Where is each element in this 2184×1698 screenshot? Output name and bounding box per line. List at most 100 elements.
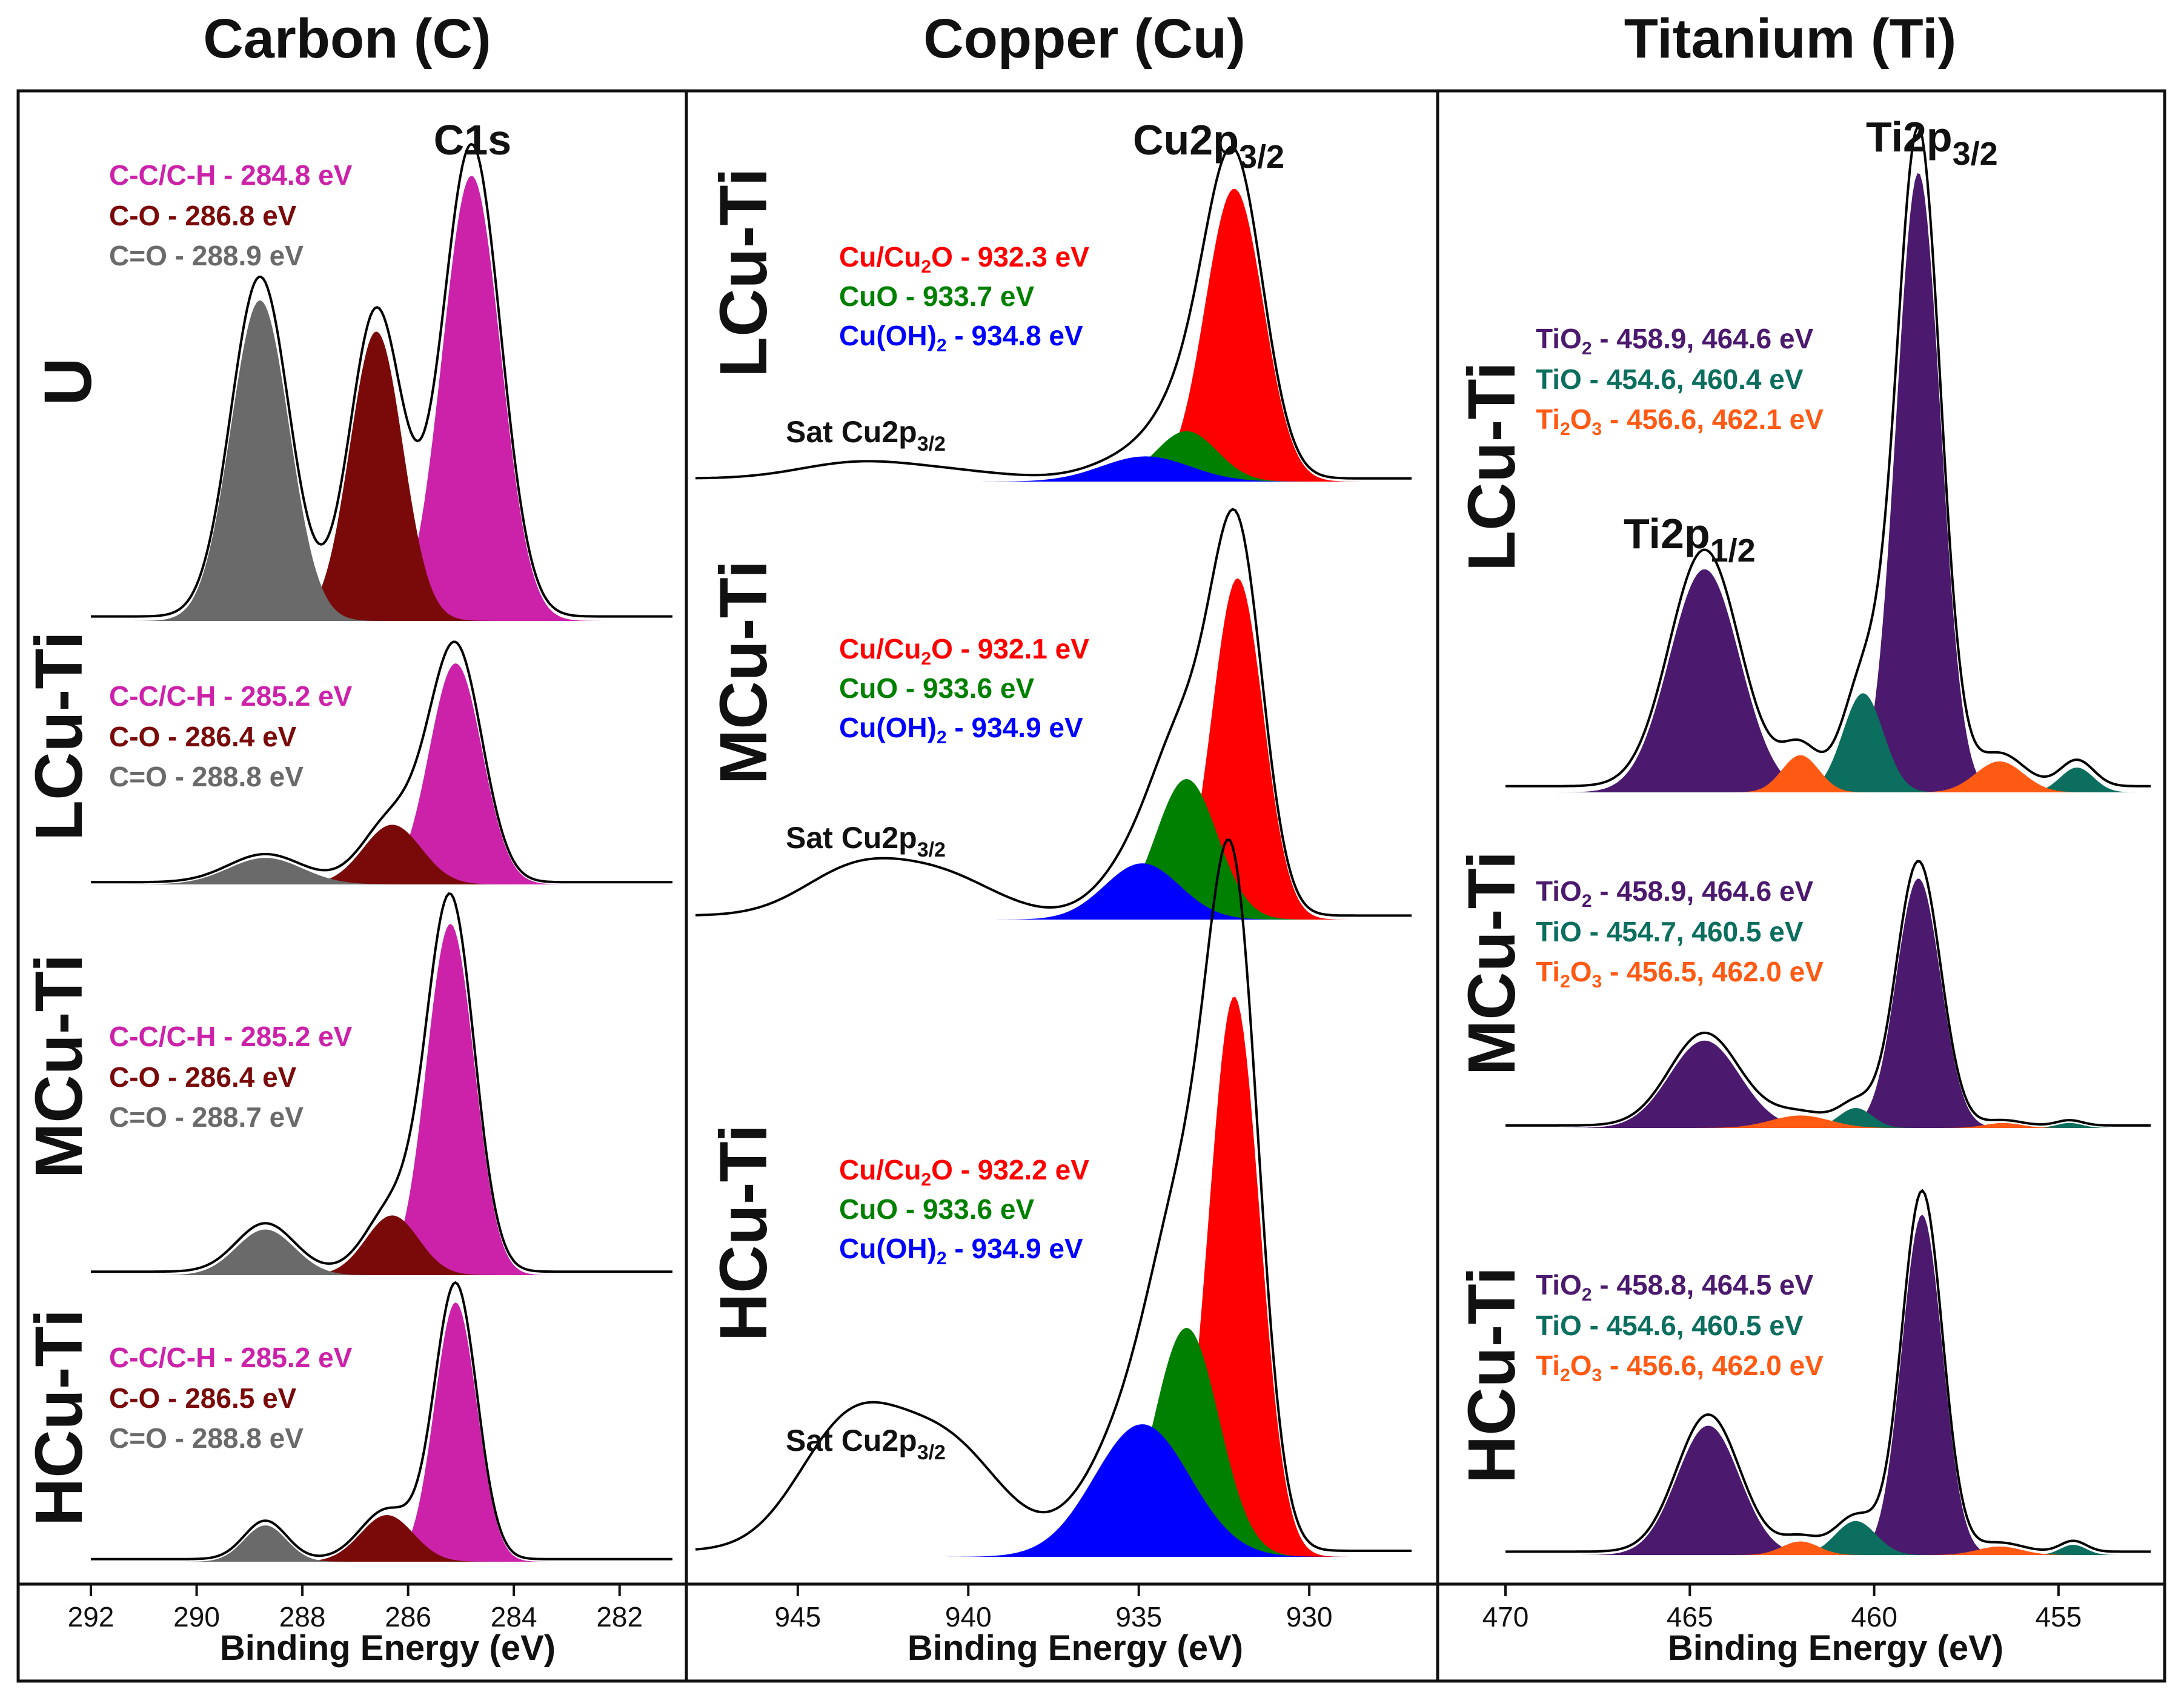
sample-label-copper-hcu-ti: HCu-Ti [706, 1124, 781, 1341]
carbon-spectrum-u [91, 142, 672, 622]
legend-carbon-u-co: C-O - 286.8 eV [109, 200, 297, 231]
legend-carbon-hcu-ccch: C-C/C-H - 285.2 eV [109, 1342, 353, 1373]
carbon-lcu-ti-component-c-o-2 [91, 858, 672, 884]
copper-mcu-ti-envelope [695, 508, 1412, 917]
copper-lcu-ti-component-cuo-1 [695, 431, 1412, 482]
titanium-hcu-ti-component-tio2-0 [1505, 1215, 2151, 1555]
titanium-hcu-ti-component-tio-3 [1505, 1545, 2151, 1555]
sample-label-titanium-hcu-ti: HCu-Ti [1455, 1267, 1529, 1484]
titanium-lcu-ti-component-ti2o3-5 [1505, 761, 2151, 792]
legend-titanium-lcu-ti: TiO2 - 458.9, 464.6 eV TiO - 454.6, 460.… [1536, 323, 1824, 439]
sat-label-mcu-ti: Sat Cu2p3/2 [786, 821, 946, 861]
titanium-spectrum-lcu-ti [1505, 125, 2151, 792]
legend-carbon-mcu-co: C-O - 286.4 eV [109, 1061, 297, 1093]
legend-copper-lcu-ti: Cu/Cu2O - 932.3 eV CuO - 933.7 eV Cu(OH)… [839, 241, 1089, 356]
titanium-tick-label-455: 455 [2035, 1601, 2082, 1633]
legend-titanium-mcu-ti: TiO2 - 458.9, 464.6 eV TiO - 454.7, 460.… [1536, 875, 1824, 992]
copper-tick-label-940: 940 [945, 1601, 992, 1633]
titanium-panel-frame [1436, 89, 2166, 1683]
copper-lcu-ti-component-cu-cu2o-0 [695, 188, 1412, 482]
sample-label-carbon-u: U [31, 357, 105, 405]
legend-carbon-hcu-co: C-O - 286.5 eV [109, 1382, 297, 1414]
sample-label-carbon-mcu-ti: MCu-Ti [22, 954, 96, 1179]
legend-ti-hcu-tio: TiO - 454.6, 460.5 eV [1536, 1310, 1804, 1341]
carbon-tick-label-286: 286 [385, 1601, 431, 1633]
legend-ti-mcu-tio2: TiO2 - 458.9, 464.6 eV [1536, 875, 1814, 911]
carbon-x-label: Binding Energy (eV) [220, 1628, 556, 1668]
cu2p-peak-label: Cu2p3/2 [1133, 116, 1284, 175]
titanium-tick-label-470: 470 [1482, 1601, 1529, 1633]
carbon-hcu-ti-component-c-o-2 [91, 1525, 672, 1562]
carbon-hcu-ti-component-c-o-1 [91, 1515, 672, 1562]
titanium-mcu-ti-component-tio2-1 [1505, 1040, 2151, 1128]
copper-mcu-ti-component-cu-cu2o-0 [695, 578, 1412, 920]
sample-label-copper-mcu-ti: MCu-Ti [706, 560, 781, 785]
carbon-tick-label-284: 284 [491, 1601, 537, 1633]
copper-mcu-ti-component-cuo-1 [695, 779, 1412, 920]
titanium-tick-label-465: 465 [1667, 1601, 1713, 1633]
legend-cu-hcu-cuo: CuO - 933.6 eV [839, 1193, 1034, 1225]
legend-cu-mcu-cuoh2: Cu(OH)2 - 934.9 eV [839, 712, 1083, 748]
titanium-lcu-ti-component-tio2-1 [1505, 569, 2151, 792]
carbon-u-component-c-o-1 [91, 331, 672, 621]
legend-cu-lcu-cu2o: Cu/Cu2O - 932.3 eV [839, 241, 1089, 277]
carbon-ticks: 292 290 288 286 284 282 [68, 1584, 643, 1633]
copper-lcu-ti-envelope [695, 145, 1412, 480]
carbon-mcu-ti-component-c-o-2 [91, 1229, 672, 1275]
legend-ti-mcu-ti2o3: Ti2O3 - 456.5, 462.0 eV [1536, 956, 1824, 992]
carbon-hcu-ti-envelope [91, 1281, 672, 1560]
copper-spectrum-hcu-ti [695, 838, 1412, 1557]
titanium-lcu-ti-component-tio2-0 [1505, 173, 2151, 792]
legend-carbon-u: C-C/C-H - 284.8 eV C-O - 286.8 eV C=O - … [109, 159, 353, 271]
sample-label-carbon-lcu-ti: LCu-Ti [22, 631, 96, 841]
titanium-x-label: Binding Energy (eV) [1668, 1628, 2003, 1668]
legend-cu-mcu-cuo: CuO - 933.6 eV [839, 672, 1034, 704]
legend-ti-hcu-tio2: TiO2 - 458.8, 464.5 eV [1536, 1269, 1814, 1305]
legend-carbon-lcu-ccch: C-C/C-H - 285.2 eV [109, 680, 353, 712]
copper-hcu-ti-component-cuo-1 [695, 1328, 1412, 1557]
titanium-lcu-ti-component-ti2o3-4 [1505, 755, 2151, 792]
legend-copper-mcu-ti: Cu/Cu2O - 932.1 eV CuO - 933.6 eV Cu(OH)… [839, 633, 1089, 748]
carbon-x-axis: 292 290 288 286 284 282 Binding Energy (eV) [18, 1582, 686, 1668]
legend-carbon-lcu-c-double-o: C=O - 288.8 eV [109, 761, 304, 792]
legend-ti-hcu-ti2o3: Ti2O3 - 456.6, 462.0 eV [1536, 1350, 1824, 1385]
carbon-tick-label-290: 290 [173, 1601, 220, 1633]
spectra-layer [91, 125, 2151, 1562]
titanium-hcu-ti-component-tio2-1 [1505, 1425, 2151, 1555]
titanium-hcu-ti-component-tio-2 [1505, 1521, 2151, 1555]
c1s-peak-label: C1s [434, 116, 511, 164]
carbon-mcu-ti-envelope [91, 892, 672, 1273]
carbon-spectrum-lcu-ti [91, 640, 672, 884]
legend-cu-mcu-cu2o: Cu/Cu2O - 932.1 eV [839, 633, 1089, 669]
legend-carbon-u-c-double-o: C=O - 288.9 eV [109, 240, 304, 271]
copper-spectrum-lcu-ti [695, 145, 1412, 482]
titanium-spectrum-mcu-ti [1505, 860, 2151, 1128]
titanium-tick-label-460: 460 [1851, 1601, 1897, 1633]
carbon-u-component-c-o-2 [91, 300, 672, 621]
titanium-spectrum-hcu-ti [1505, 1189, 2151, 1555]
legend-ti-mcu-tio: TiO - 454.7, 460.5 eV [1536, 916, 1804, 947]
legend-carbon-mcu-ti: C-C/C-H - 285.2 eV C-O - 286.4 eV C=O - … [109, 1021, 353, 1133]
carbon-tick-label-292: 292 [68, 1601, 115, 1633]
carbon-tick-label-288: 288 [279, 1601, 326, 1633]
carbon-spectrum-mcu-ti [91, 892, 672, 1275]
copper-tick-label-935: 935 [1115, 1601, 1162, 1633]
copper-tick-label-945: 945 [774, 1601, 821, 1633]
copper-x-axis: 945 940 935 930 Binding Energy (eV) [686, 1582, 1438, 1668]
legend-copper-hcu-ti: Cu/Cu2O - 932.2 eV CuO - 933.6 eV Cu(OH)… [839, 1154, 1089, 1269]
titanium-lcu-ti-component-tio-2 [1505, 693, 2151, 792]
sat-label-lcu-ti: Sat Cu2p3/2 [786, 415, 946, 456]
legend-titanium-hcu-ti: TiO2 - 458.8, 464.5 eV TiO - 454.6, 460.… [1536, 1269, 1824, 1385]
titanium-mcu-ti-envelope [1505, 860, 2151, 1127]
carbon-mcu-ti-component-c-o-1 [91, 1215, 672, 1275]
titanium-mcu-ti-component-tio-3 [1505, 1123, 2151, 1128]
carbon-column-title: Carbon (C) [203, 8, 491, 70]
titanium-hcu-ti-envelope [1505, 1189, 2151, 1553]
legend-cu-lcu-cuo: CuO - 933.7 eV [839, 280, 1034, 312]
legend-carbon-lcu-ti: C-C/C-H - 285.2 eV C-O - 286.4 eV C=O - … [109, 680, 353, 792]
legend-carbon-mcu-c-double-o: C=O - 288.7 eV [109, 1101, 304, 1133]
legend-ti-lcu-tio: TiO - 454.6, 460.4 eV [1536, 363, 1804, 395]
legend-ti-lcu-ti2o3: Ti2O3 - 456.6, 462.1 eV [1536, 403, 1824, 439]
sample-label-copper-lcu-ti: LCu-Ti [706, 168, 781, 377]
